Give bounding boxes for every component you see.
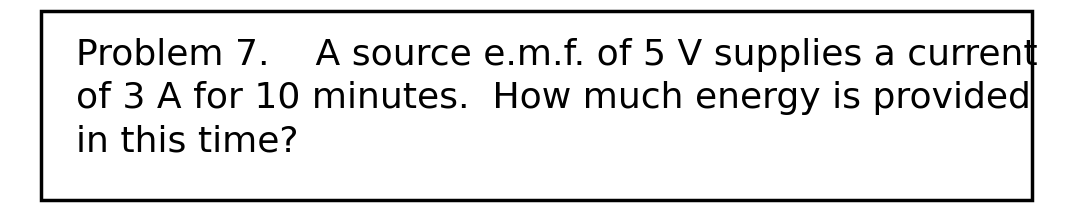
Text: Problem 7.    A source e.m.f. of 5 V supplies a current
of 3 A for 10 minutes.  : Problem 7. A source e.m.f. of 5 V suppli… (76, 38, 1037, 159)
FancyBboxPatch shape (41, 11, 1032, 200)
